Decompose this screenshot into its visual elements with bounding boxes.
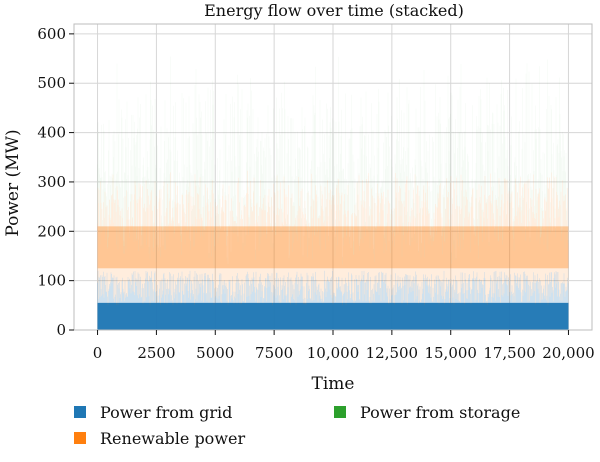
x-axis-label: Time xyxy=(312,374,355,394)
series-area-power-from-storage xyxy=(97,56,569,266)
x-tick-label: 5000 xyxy=(196,344,234,362)
y-axis-label: Power (MW) xyxy=(3,129,23,236)
y-tick-label: 200 xyxy=(37,222,66,240)
y-tick-label: 600 xyxy=(37,25,66,43)
legend-label: Power from storage xyxy=(360,403,520,422)
x-axis-ticks: 0 2500 5000 7500 10,000 12,500 15,000 17,500 20,… xyxy=(93,330,595,362)
series-area-renewable-power xyxy=(97,170,569,306)
x-tick-label: 17,500 xyxy=(483,344,536,362)
x-tick-label: 12,500 xyxy=(366,344,419,362)
plot-area xyxy=(97,56,569,330)
x-tick-label: 20,000 xyxy=(542,344,595,362)
legend: Power from grid Renewable power Power from… xyxy=(74,403,520,448)
series-base-fill xyxy=(97,226,569,269)
series-area-power-from-grid xyxy=(97,270,569,330)
x-tick-label: 0 xyxy=(93,344,103,362)
y-axis-ticks: 0 100 200 300 400 500 600 xyxy=(37,25,74,339)
y-tick-label: 400 xyxy=(37,124,66,142)
chart-title: Energy flow over time (stacked) xyxy=(204,1,464,20)
x-tick-label: 10,000 xyxy=(307,344,360,362)
legend-swatch xyxy=(74,406,86,418)
y-tick-label: 0 xyxy=(56,321,66,339)
x-tick-label: 2500 xyxy=(137,344,175,362)
y-tick-label: 100 xyxy=(37,272,66,290)
y-tick-label: 300 xyxy=(37,173,66,191)
y-tick-label: 500 xyxy=(37,74,66,92)
legend-swatch xyxy=(74,432,86,444)
legend-label: Power from grid xyxy=(100,403,232,422)
series-base-fill xyxy=(97,302,569,330)
grid-lines xyxy=(74,24,592,331)
x-tick-label: 7500 xyxy=(255,344,293,362)
x-tick-label: 15,000 xyxy=(424,344,477,362)
legend-label: Renewable power xyxy=(100,429,245,448)
legend-swatch xyxy=(334,406,346,418)
